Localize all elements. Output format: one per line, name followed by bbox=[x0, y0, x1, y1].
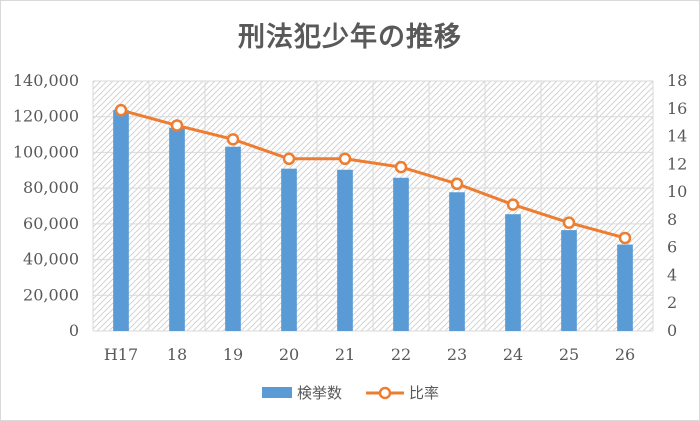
x-tick-label: 25 bbox=[559, 345, 579, 364]
bar-24 bbox=[505, 214, 521, 331]
y-right-tick-label: 6 bbox=[667, 238, 677, 257]
chart-title: 刑法犯少年の推移 bbox=[238, 22, 462, 53]
legend: 検挙数 比率 bbox=[262, 384, 439, 402]
ratio-point-24 bbox=[506, 198, 520, 211]
bar-series bbox=[113, 110, 633, 332]
ratio-point-19 bbox=[226, 133, 240, 146]
bar-22 bbox=[393, 177, 409, 331]
y-left-tick-label: 120,000 bbox=[13, 107, 79, 126]
y-right-tick-label: 18 bbox=[667, 71, 687, 90]
ratio-point-25 bbox=[562, 216, 576, 229]
y-left-tick-label: 100,000 bbox=[13, 142, 79, 161]
bar-19 bbox=[225, 146, 241, 331]
bar-21 bbox=[337, 169, 353, 331]
y-right-tick-label: 16 bbox=[667, 99, 687, 118]
bar-25 bbox=[561, 230, 577, 331]
legend-line-label: 比率 bbox=[409, 384, 439, 402]
ratio-point-18 bbox=[170, 119, 184, 132]
y-right-tick-label: 14 bbox=[667, 127, 687, 146]
x-tick-label: 22 bbox=[391, 345, 411, 364]
y-right-tick-label: 12 bbox=[667, 154, 687, 173]
bar-23 bbox=[449, 192, 465, 331]
y-right-tick-label: 2 bbox=[667, 293, 677, 312]
ratio-point-26 bbox=[618, 231, 632, 245]
y-left-tick-label: 60,000 bbox=[23, 214, 79, 233]
gridlines bbox=[92, 80, 654, 332]
x-tick-label: 20 bbox=[279, 345, 299, 364]
x-tick-label: 26 bbox=[615, 345, 635, 364]
ratio-line bbox=[120, 108, 626, 240]
legend-line-marker bbox=[378, 386, 392, 400]
x-tick-label: 18 bbox=[167, 345, 187, 364]
bar-18 bbox=[169, 127, 185, 332]
x-tick-label: 21 bbox=[335, 345, 355, 364]
ratio-point-22 bbox=[394, 160, 408, 174]
bar-H17 bbox=[113, 110, 129, 331]
ratio-point-20 bbox=[282, 152, 296, 166]
x-tick-label: 24 bbox=[503, 345, 523, 364]
bar-26 bbox=[617, 244, 633, 331]
y-right-tick-label: 0 bbox=[667, 321, 677, 340]
y-left-tick-label: 80,000 bbox=[23, 178, 79, 197]
ratio-point-21 bbox=[338, 152, 352, 166]
y-left-tick-label: 20,000 bbox=[23, 285, 79, 304]
x-tick-label: 23 bbox=[447, 345, 467, 364]
bar-20 bbox=[281, 168, 297, 331]
legend-bar-label: 検挙数 bbox=[297, 384, 342, 402]
y-left-tick-label: 40,000 bbox=[23, 250, 79, 269]
x-tick-label: H17 bbox=[104, 345, 138, 364]
y-right-tick-label: 8 bbox=[667, 210, 677, 229]
y-left-tick-label: 0 bbox=[69, 321, 79, 340]
axes: 0 20,000 40,000 60,000 80,000 100,000 120,000 1… bbox=[13, 71, 688, 364]
y-right-tick-label: 10 bbox=[667, 182, 687, 201]
y-right-tick-label: 4 bbox=[667, 265, 677, 284]
line-series bbox=[114, 103, 632, 245]
x-tick-label: 19 bbox=[223, 345, 243, 364]
y-left-tick-label: 140,000 bbox=[13, 71, 79, 90]
ratio-point-23 bbox=[450, 177, 464, 191]
ratio-point-H17 bbox=[114, 103, 128, 117]
legend-bar-swatch bbox=[262, 387, 292, 398]
